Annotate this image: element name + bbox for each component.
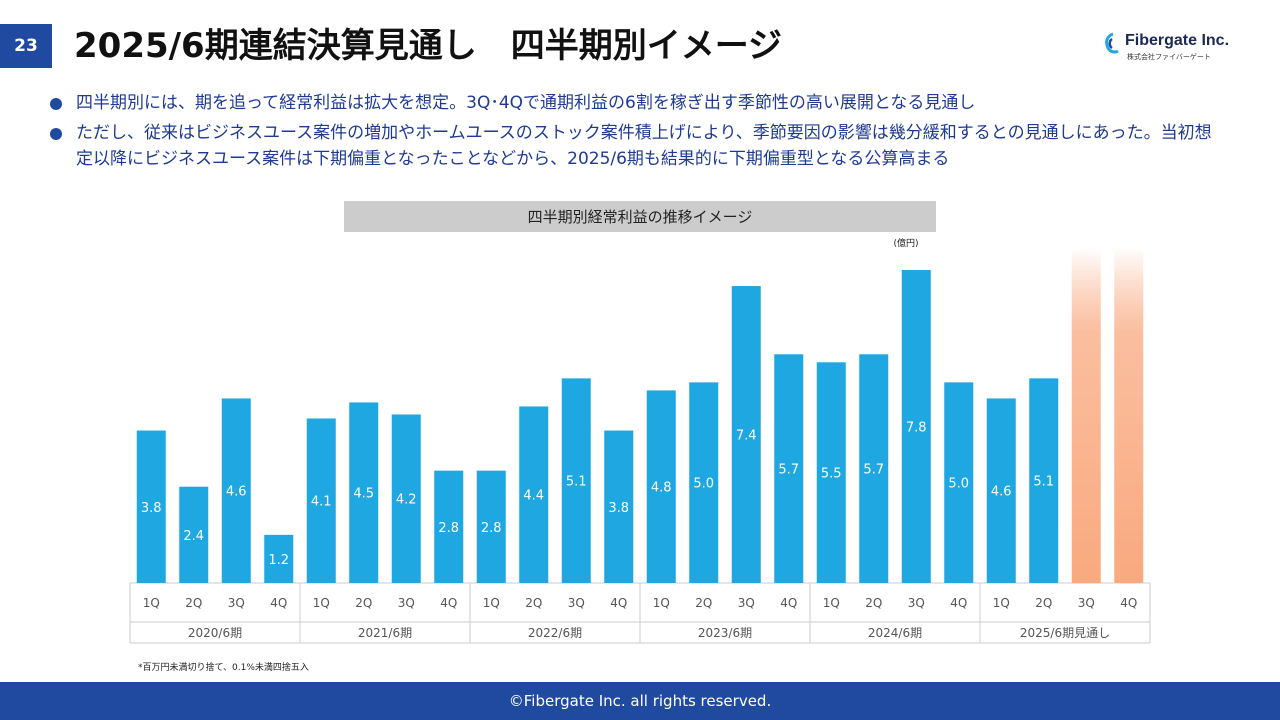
logo-text: Fibergate Inc. — [1125, 32, 1230, 49]
page-title: 2025/6期連結決算見通し 四半期別イメージ — [74, 26, 783, 66]
bar-value-label: 2.8 — [481, 521, 502, 536]
quarter-tick-label: 4Q — [270, 596, 287, 610]
quarter-tick-label: 4Q — [1120, 596, 1137, 610]
bar-value-label: 1.2 — [268, 553, 289, 568]
fiscal-year-label: 2020/6期 — [188, 626, 242, 640]
quarter-tick-label: 4Q — [950, 596, 967, 610]
bullet-dot-icon — [50, 128, 62, 140]
bar — [306, 418, 336, 583]
bar-value-label: 5.7 — [863, 463, 884, 478]
bar — [646, 390, 676, 583]
quarter-tick-label: 2Q — [185, 596, 202, 610]
quarter-tick-label: 4Q — [780, 596, 797, 610]
footer-copyright: ©Fibergate Inc. all rights reserved. — [0, 682, 1280, 720]
quarter-tick-label: 1Q — [993, 596, 1010, 610]
bar-value-label: 4.6 — [226, 485, 247, 500]
bar — [859, 354, 889, 583]
bar — [179, 486, 209, 583]
bar-value-label: 4.1 — [311, 495, 332, 510]
quarter-tick-label: 3Q — [228, 596, 245, 610]
bar — [264, 534, 294, 583]
bar — [731, 286, 761, 583]
bar — [816, 362, 846, 583]
quarter-tick-label: 2Q — [1035, 596, 1052, 610]
bar-value-label: 2.8 — [438, 521, 459, 536]
footnote: *百万円未満切り捨て、0.1%未満四捨五入 — [138, 663, 309, 673]
company-logo: Fibergate Inc. 株式会社ファイバーゲート — [1103, 30, 1253, 64]
bar — [221, 398, 251, 583]
bar — [391, 414, 421, 583]
quarter-tick-label: 1Q — [483, 596, 500, 610]
bullet-text: 四半期別には、期を追って経常利益は拡大を想定。3Q･4Qで通期利益の6割を稼ぎ出… — [76, 93, 976, 113]
bar — [476, 470, 506, 583]
quarter-tick-label: 1Q — [823, 596, 840, 610]
bullet-item: ただし、従来はビジネスユース案件の増加やホームユースのストック案件積上げにより、… — [48, 120, 1228, 172]
bar-value-label: 4.6 — [991, 485, 1012, 500]
fiscal-year-label: 2022/6期 — [528, 626, 582, 640]
forecast-bar — [1071, 248, 1101, 583]
fiscal-year-label: 2024/6期 — [868, 626, 922, 640]
quarter-tick-label: 1Q — [143, 596, 160, 610]
quarter-tick-label: 1Q — [313, 596, 330, 610]
fibergate-logo-icon — [1105, 32, 1119, 54]
quarter-tick-label: 4Q — [440, 596, 457, 610]
quarter-tick-label: 2Q — [525, 596, 542, 610]
bar-value-label: 5.0 — [693, 477, 714, 492]
quarter-tick-label: 1Q — [653, 596, 670, 610]
bar — [434, 470, 464, 583]
bar-value-label: 5.1 — [1033, 475, 1054, 490]
bar — [561, 378, 591, 583]
fiscal-year-label: 2021/6期 — [358, 626, 412, 640]
quarter-tick-label: 2Q — [865, 596, 882, 610]
fiscal-year-label: 2023/6期 — [698, 626, 752, 640]
bar-value-label: 4.8 — [651, 481, 672, 496]
quarter-tick-label: 3Q — [908, 596, 925, 610]
bar — [519, 406, 549, 583]
bar — [136, 430, 166, 583]
bullet-text: ただし、従来はビジネスユース案件の増加やホームユースのストック案件積上げにより、… — [76, 123, 1212, 169]
bullet-item: 四半期別には、期を追って経常利益は拡大を想定。3Q･4Qで通期利益の6割を稼ぎ出… — [48, 90, 1228, 116]
bar — [944, 382, 974, 583]
bar-value-label: 7.8 — [906, 421, 927, 436]
forecast-bar — [1114, 248, 1144, 583]
bar — [604, 430, 634, 583]
bar-value-label: 3.8 — [141, 501, 162, 516]
bullet-list: 四半期別には、期を追って経常利益は拡大を想定。3Q･4Qで通期利益の6割を稼ぎ出… — [48, 90, 1228, 172]
logo-subtext: 株式会社ファイバーゲート — [1127, 53, 1211, 61]
bar-value-label: 2.4 — [183, 529, 204, 544]
bar-value-label: 7.4 — [736, 429, 757, 444]
quarter-tick-label: 3Q — [738, 596, 755, 610]
bar-value-label: 5.5 — [821, 467, 842, 482]
unit-label: (億円) — [893, 237, 918, 249]
quarter-tick-label: 3Q — [398, 596, 415, 610]
bullet-dot-icon — [50, 98, 62, 110]
bar-value-label: 5.1 — [566, 475, 587, 490]
bar — [689, 382, 719, 583]
chart-title: 四半期別経常利益の推移イメージ — [344, 201, 936, 232]
bar-value-label: 5.7 — [778, 463, 799, 478]
bar-value-label: 3.8 — [608, 501, 629, 516]
quarter-tick-label: 4Q — [610, 596, 627, 610]
quarterly-profit-chart: (億円) 3.8 1Q 2.4 2Q 4.6 3Q 1.2 4Q 2020/6期 4.1 1Q 4.5 2… — [129, 237, 1151, 644]
page-number: 23 — [0, 24, 52, 68]
bar-value-label: 4.2 — [396, 493, 417, 508]
bar-value-label: 4.4 — [523, 489, 544, 504]
bar — [349, 402, 379, 583]
quarter-tick-label: 2Q — [695, 596, 712, 610]
bar-value-label: 5.0 — [948, 477, 969, 492]
bar — [986, 398, 1016, 583]
quarter-tick-label: 2Q — [355, 596, 372, 610]
bar-value-label: 4.5 — [353, 487, 374, 502]
quarter-tick-label: 3Q — [1078, 596, 1095, 610]
fiscal-year-label: 2025/6期見通し — [1020, 626, 1110, 640]
bar — [774, 354, 804, 583]
bar — [1029, 378, 1059, 583]
bar — [901, 270, 931, 583]
quarter-tick-label: 3Q — [568, 596, 585, 610]
